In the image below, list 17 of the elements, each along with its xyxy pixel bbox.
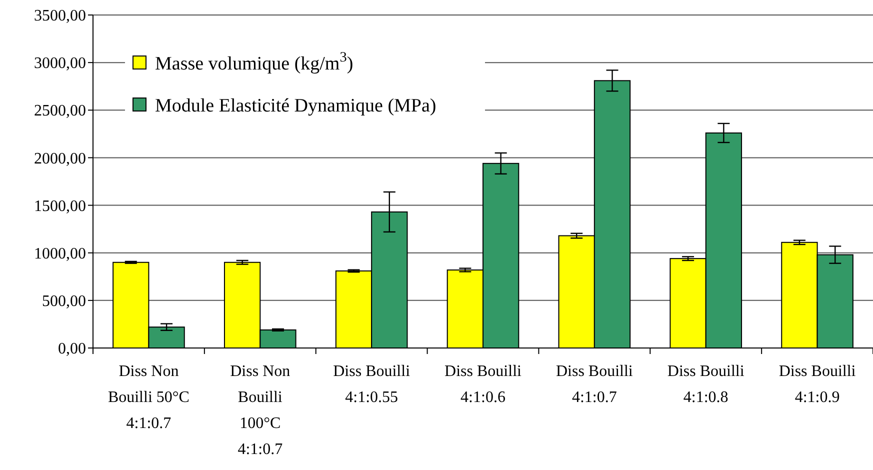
x-tick-label: Diss Bouilli 4:1:0.8	[667, 363, 745, 406]
legend-label: Masse volumique (kg/m$^{3}$)	[155, 50, 354, 75]
y-tick-label: 0,00	[58, 340, 86, 358]
y-tick-label: 2000,00	[34, 150, 86, 168]
y-tick-label: 2500,00	[34, 102, 86, 120]
x-tick-label: Diss Bouilli 4:1:0.55	[333, 363, 411, 406]
y-tick-label: 3000,00	[34, 55, 86, 72]
y-tick-label: 3500,00	[34, 8, 86, 25]
legend-label: Module Elasticité Dynamique (MPa)	[155, 96, 436, 117]
y-tick-label: 500,00	[42, 293, 86, 310]
x-tick-label: Diss Bouilli 4:1:0.7	[556, 363, 634, 406]
x-tick-label: Diss Non Bouilli 100°C 4:1:0.7	[230, 363, 290, 458]
x-tick-label: Diss Bouilli 4:1:0.6	[444, 363, 522, 406]
x-tick-label: Diss Non Bouilli 50°C 4:1:0.7	[108, 363, 190, 432]
y-tick-label: 1500,00	[34, 198, 86, 215]
x-tick-label: Diss Bouilli 4:1:0.9	[778, 363, 856, 406]
y-tick-label: 1000,00	[34, 245, 86, 262]
